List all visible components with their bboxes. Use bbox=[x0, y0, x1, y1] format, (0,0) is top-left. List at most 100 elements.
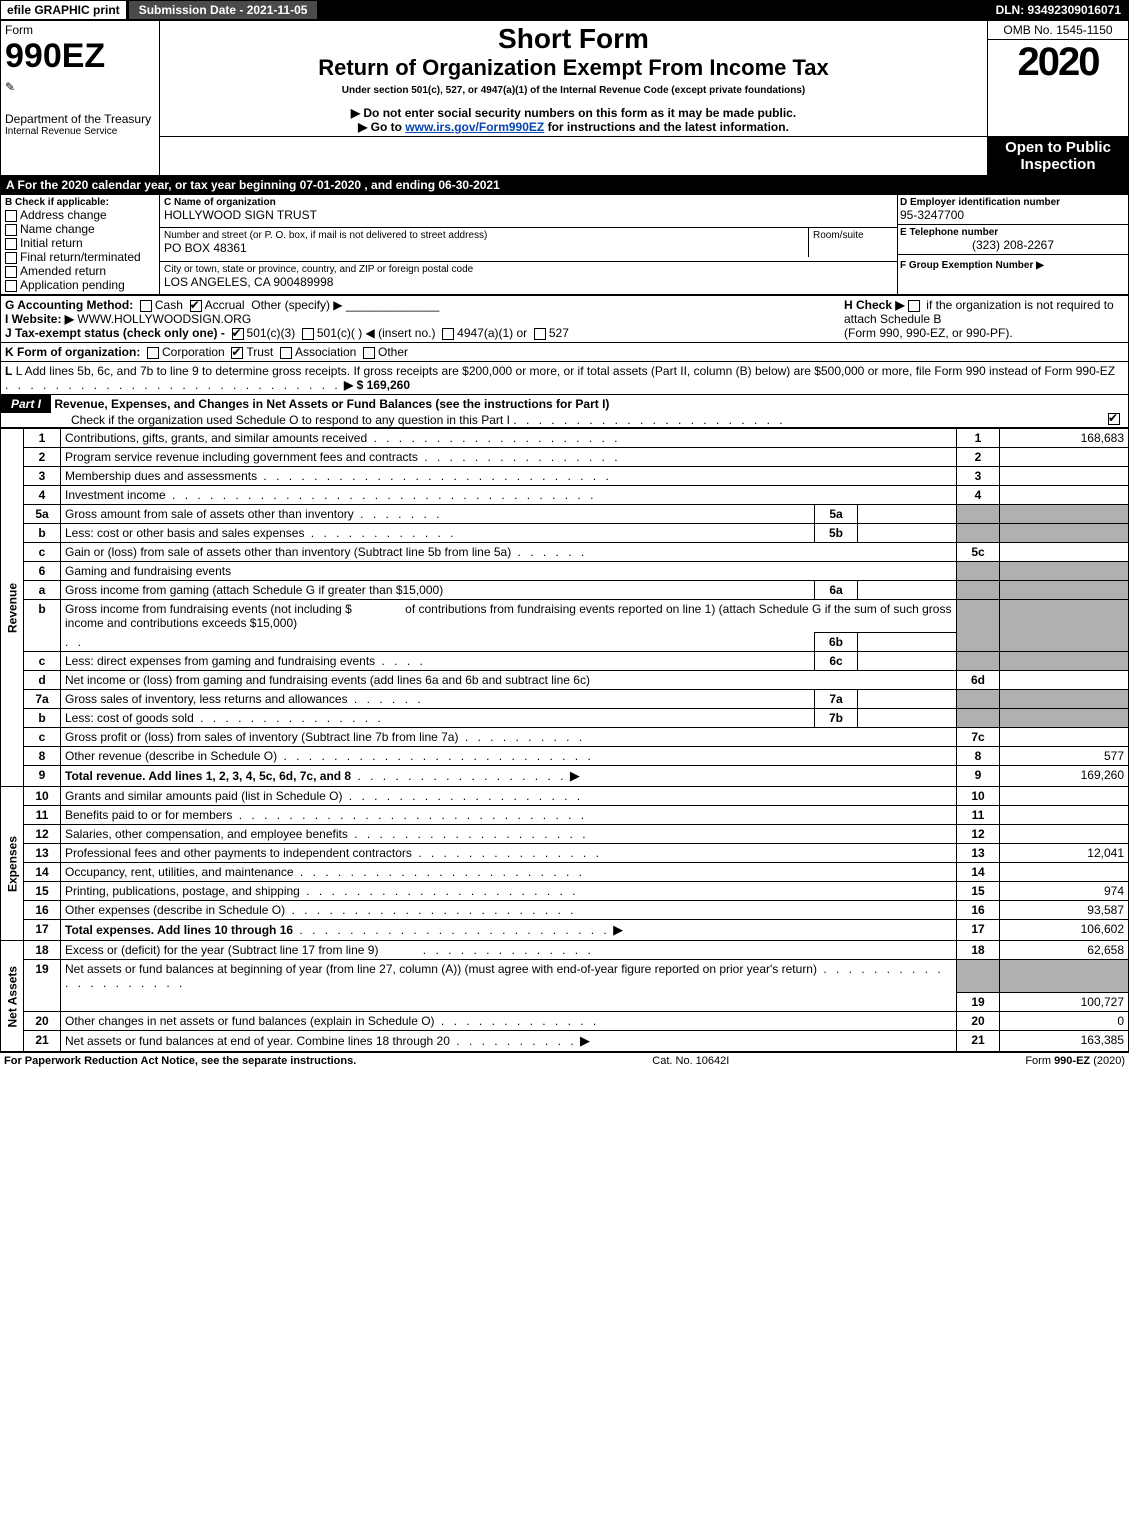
submission-date: Submission Date - 2021-11-05 bbox=[129, 1, 318, 19]
line-3-desc: Membership dues and assessments bbox=[65, 469, 257, 483]
line-9-num: 9 bbox=[957, 766, 1000, 787]
line-15-amt: 974 bbox=[1000, 882, 1129, 901]
line-6b-desc-pre: Gross income from fundraising events (no… bbox=[65, 602, 352, 616]
line-7a-sub: 7a bbox=[815, 690, 858, 709]
name-change-checkbox[interactable] bbox=[5, 224, 17, 236]
line-7c-num: 7c bbox=[957, 728, 1000, 747]
cash-checkbox[interactable] bbox=[140, 300, 152, 312]
initial-return-checkbox[interactable] bbox=[5, 238, 17, 250]
website: WWW.HOLLYWOODSIGN.ORG bbox=[77, 312, 251, 326]
line-12-amt bbox=[1000, 825, 1129, 844]
final-return-checkbox[interactable] bbox=[5, 252, 17, 264]
app-pending-label: Application pending bbox=[20, 278, 125, 292]
line-7b-sub: 7b bbox=[815, 709, 858, 728]
irs-label: Internal Revenue Service bbox=[5, 126, 155, 137]
tax-exempt-label: J Tax-exempt status (check only one) - bbox=[5, 326, 225, 340]
h-checkbox[interactable] bbox=[908, 300, 920, 312]
line-7c-amt bbox=[1000, 728, 1129, 747]
line-9-amt: 169,260 bbox=[1000, 766, 1129, 787]
accounting-method-label: G Accounting Method: bbox=[5, 298, 133, 312]
line-6a-desc: Gross income from gaming (attach Schedul… bbox=[65, 583, 443, 597]
527-checkbox[interactable] bbox=[534, 328, 546, 340]
part1-schedule-o-checkbox[interactable] bbox=[1108, 413, 1120, 425]
form-header-table: Form 990EZ ✎ Department of the Treasury … bbox=[0, 20, 1129, 176]
room-label: Room/suite bbox=[813, 230, 893, 241]
other-checkbox[interactable] bbox=[363, 347, 375, 359]
line-9-desc: Total revenue. Add lines 1, 2, 3, 4, 5c,… bbox=[65, 769, 351, 783]
line-6a-subamt bbox=[858, 581, 957, 600]
501c3-label: 501(c)(3) bbox=[247, 326, 296, 340]
line-16-amt: 93,587 bbox=[1000, 901, 1129, 920]
line-4-num: 4 bbox=[957, 486, 1000, 505]
assoc-checkbox[interactable] bbox=[280, 347, 292, 359]
527-label: 527 bbox=[549, 326, 569, 340]
line-17-desc: Total expenses. Add lines 10 through 16 bbox=[65, 923, 293, 937]
ein-label: D Employer identification number bbox=[900, 197, 1126, 208]
line-6b-subamt bbox=[858, 633, 957, 652]
line-5c-desc: Gain or (loss) from sale of assets other… bbox=[65, 545, 511, 559]
line-7a-subamt bbox=[858, 690, 957, 709]
telephone: (323) 208-2267 bbox=[900, 238, 1126, 252]
ein: 95-3247700 bbox=[900, 208, 1126, 222]
line-16-desc: Other expenses (describe in Schedule O) bbox=[65, 903, 285, 917]
line-19-desc: Net assets or fund balances at beginning… bbox=[65, 962, 817, 976]
line-6a-sub: 6a bbox=[815, 581, 858, 600]
telephone-label: E Telephone number bbox=[900, 227, 1126, 238]
app-pending-checkbox[interactable] bbox=[5, 280, 17, 292]
line-17-amt: 106,602 bbox=[1000, 920, 1129, 941]
amended-return-label: Amended return bbox=[20, 264, 106, 278]
address-change-checkbox[interactable] bbox=[5, 210, 17, 222]
line-14-desc: Occupancy, rent, utilities, and maintena… bbox=[65, 865, 294, 879]
omb-number: OMB No. 1545-1150 bbox=[988, 21, 1128, 40]
entity-info-table: B Check if applicable: Address change Na… bbox=[0, 194, 1129, 295]
short-form-title: Short Form bbox=[164, 23, 983, 55]
line-6-desc: Gaming and fundraising events bbox=[65, 564, 231, 578]
line-11-desc: Benefits paid to or for members bbox=[65, 808, 232, 822]
line-5b-subamt bbox=[858, 524, 957, 543]
line-8-num: 8 bbox=[957, 747, 1000, 766]
line-17-num: 17 bbox=[957, 920, 1000, 941]
address-change-label: Address change bbox=[20, 208, 107, 222]
line-21-amt: 163,385 bbox=[1000, 1030, 1129, 1051]
line-5a-subamt bbox=[858, 505, 957, 524]
line-1-amt: 168,683 bbox=[1000, 429, 1129, 448]
line-18-desc: Excess or (deficit) for the year (Subtra… bbox=[65, 943, 378, 957]
line-10-amt bbox=[1000, 787, 1129, 806]
accrual-checkbox[interactable] bbox=[190, 300, 202, 312]
4947-checkbox[interactable] bbox=[442, 328, 454, 340]
assoc-label: Association bbox=[295, 345, 356, 359]
501c3-checkbox[interactable] bbox=[232, 328, 244, 340]
line-4-amt bbox=[1000, 486, 1129, 505]
line-13-desc: Professional fees and other payments to … bbox=[65, 846, 412, 860]
line-7c-desc: Gross profit or (loss) from sales of inv… bbox=[65, 730, 458, 744]
line-11-amt bbox=[1000, 806, 1129, 825]
part1-title: Revenue, Expenses, and Changes in Net As… bbox=[54, 397, 609, 411]
line-20-amt: 0 bbox=[1000, 1011, 1129, 1030]
line-l-text: L Add lines 5b, 6c, and 7b to line 9 to … bbox=[16, 364, 1115, 378]
line-2-num: 2 bbox=[957, 448, 1000, 467]
line-2-desc: Program service revenue including govern… bbox=[65, 450, 418, 464]
line-6c-subamt bbox=[858, 652, 957, 671]
line-15-desc: Printing, publications, postage, and shi… bbox=[65, 884, 300, 898]
expenses-vertical-label: Expenses bbox=[1, 787, 24, 941]
amended-return-checkbox[interactable] bbox=[5, 266, 17, 278]
part1-check-text: Check if the organization used Schedule … bbox=[71, 413, 510, 427]
goto-link[interactable]: ▶ Go to www.irs.gov/Form990EZ for instru… bbox=[164, 120, 983, 134]
501c-checkbox[interactable] bbox=[302, 328, 314, 340]
line-19-num: 19 bbox=[957, 992, 1000, 1011]
part1-label: Part I bbox=[1, 395, 51, 413]
other-specify-label: Other (specify) ▶ bbox=[251, 298, 342, 312]
line-2-amt bbox=[1000, 448, 1129, 467]
line-6c-desc: Less: direct expenses from gaming and fu… bbox=[65, 654, 375, 668]
line-7a-desc: Gross sales of inventory, less returns a… bbox=[65, 692, 348, 706]
corp-checkbox[interactable] bbox=[147, 347, 159, 359]
line-11-num: 11 bbox=[957, 806, 1000, 825]
city: LOS ANGELES, CA 900489998 bbox=[164, 275, 893, 289]
line-7b-desc: Less: cost of goods sold bbox=[65, 711, 194, 725]
trust-checkbox[interactable] bbox=[231, 347, 243, 359]
line-21-desc: Net assets or fund balances at end of ye… bbox=[65, 1034, 450, 1048]
form-label: Form bbox=[5, 23, 155, 37]
line-6b-sub: 6b bbox=[815, 633, 858, 652]
form-number: 990EZ bbox=[5, 37, 155, 76]
open-public-inspection: Open to Public Inspection bbox=[988, 137, 1129, 176]
